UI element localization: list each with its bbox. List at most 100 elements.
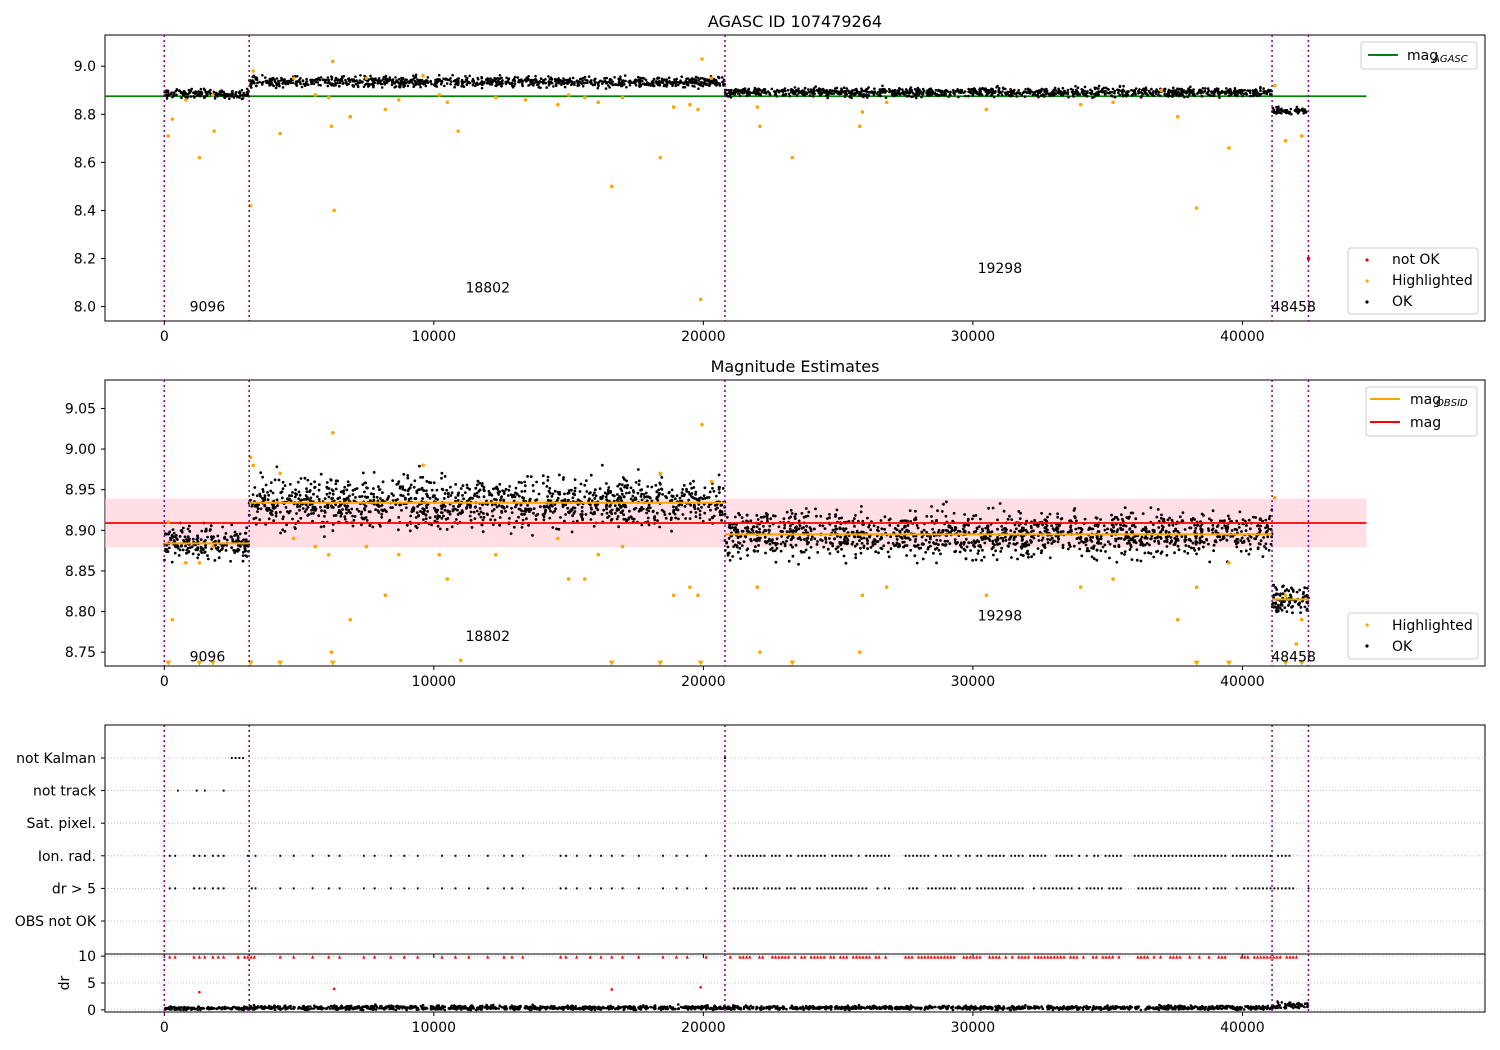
ok-point [683,85,687,89]
ok-point [331,529,335,533]
ok-point [1131,511,1135,515]
ok-point [1115,560,1119,564]
ok-point [391,479,394,482]
ok-point [459,487,463,490]
ok-point [518,494,521,498]
ok-point [548,516,552,520]
ok-point [309,499,312,503]
ok-point [637,75,640,79]
ok-point [1133,534,1137,538]
ok-point [668,80,671,83]
ok-point [271,83,274,86]
ok-point [1135,558,1139,562]
ok-point [932,541,935,544]
ok-point [668,490,671,494]
ok-point [654,483,658,487]
ok-point [938,89,942,92]
ok-point [523,509,526,513]
ok-point [1157,526,1161,529]
ok-point [1120,551,1124,555]
ok-point [461,484,465,487]
ok-point [476,479,480,483]
ok-point [323,81,327,84]
ok-point [1004,535,1007,539]
ok-point [1048,556,1052,560]
ok-point [424,517,428,521]
ok-point [674,506,678,509]
ok-point [443,505,447,508]
ok-point [969,549,972,552]
ok-point [480,482,484,485]
ok-point [361,483,365,486]
ok-point [277,80,280,83]
ok-point [869,546,873,549]
ok-point [518,79,522,83]
ok-point [268,77,272,81]
ok-point [986,528,990,531]
ok-point [500,82,503,86]
ok-point [190,545,194,549]
ok-point [346,496,349,500]
ok-point [312,511,315,515]
ok-point [1280,112,1283,115]
ok-point [986,89,990,92]
ok-point [636,79,639,83]
ok-point [371,525,375,529]
ok-point [970,541,973,544]
ok-point [1146,93,1149,97]
ok-point [1076,86,1080,89]
x-tick-label: 30000 [951,329,996,345]
ok-point [498,74,502,77]
ok-point [291,81,295,85]
ok-point [1181,90,1185,94]
ok-point [471,83,475,87]
ok-point [564,503,568,507]
ok-point [1023,95,1027,98]
ok-point [828,90,832,93]
ok-point [804,515,808,518]
ok-point [721,513,724,517]
ok-point [217,556,221,560]
ok-point [697,87,700,90]
ok-point [974,558,978,562]
ok-point [175,88,179,91]
ok-point [571,76,575,80]
ok-point [584,513,588,516]
ok-point [411,78,415,81]
ok-point [351,493,355,496]
ok-point [776,88,779,92]
ok-point [731,539,735,543]
ok-point [380,86,384,89]
ok-point [613,76,616,79]
ok-point [898,87,901,90]
ok-point [697,79,701,82]
ok-point [375,495,379,499]
ok-point [406,489,410,493]
ok-point [250,86,253,89]
ok-point [261,488,265,491]
ok-point [178,89,181,92]
ok-point [517,507,521,511]
ok-point [879,94,882,98]
ok-point [480,76,484,80]
ok-point [277,84,281,88]
ok-point [681,488,685,491]
ok-point [689,482,692,486]
ok-point [336,497,340,500]
ok-point [291,491,294,494]
ok-point [220,93,223,97]
ok-point [483,489,486,493]
ok-point [1295,107,1298,111]
ok-point [1249,91,1252,95]
ok-point [1195,552,1198,556]
ok-point [714,507,718,511]
ok-point [590,499,594,503]
ok-point [422,82,425,86]
ok-point [1020,93,1023,97]
ok-point [1173,536,1177,540]
ok-point [1036,547,1040,550]
ok-point [296,480,300,484]
ok-point [495,505,499,509]
ok-point [1183,95,1186,99]
ok-point [1053,86,1057,90]
